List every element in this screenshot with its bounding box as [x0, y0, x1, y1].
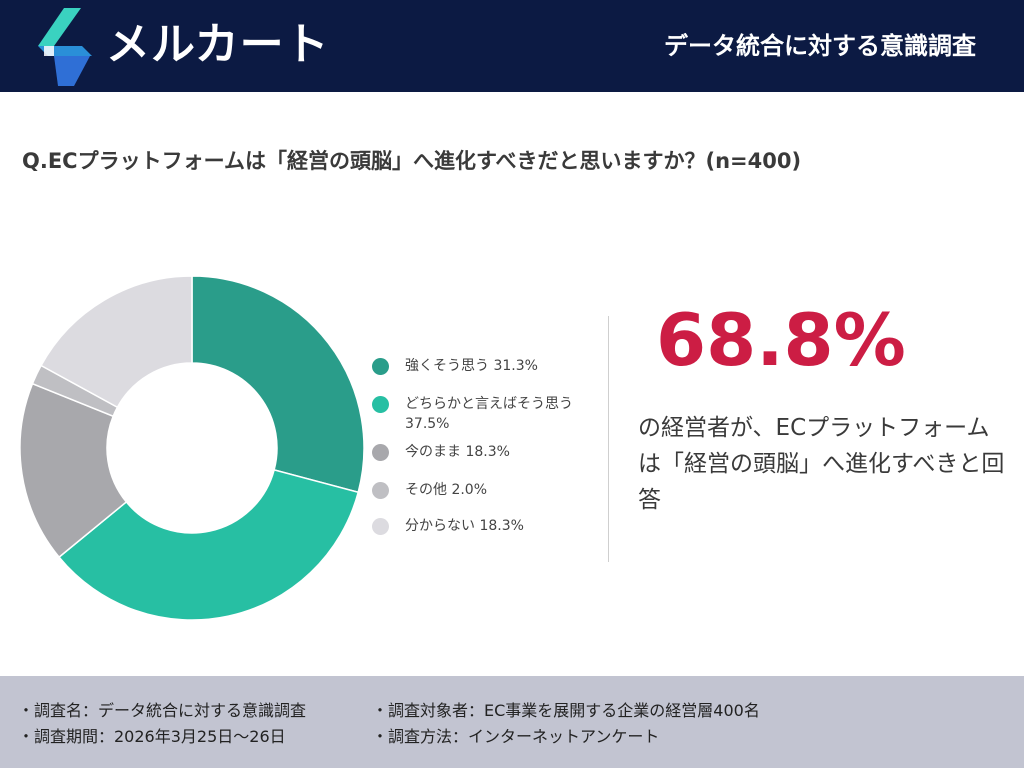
- legend-item-somewhat-agree: どちらかと言えばそう思う 37.5%: [372, 394, 604, 434]
- footer-survey-name: ・調査名：データ統合に対する意識調査: [18, 701, 307, 720]
- brand-logo-icon: [38, 8, 92, 86]
- legend-item-strongly-agree: 強くそう思う 31.3%: [372, 356, 604, 376]
- footer-survey-method: ・調査方法：インターネットアンケート: [372, 727, 660, 746]
- legend-item-other: その他 2.0%: [372, 480, 604, 500]
- donut-chart: [20, 276, 364, 620]
- footer-survey-period: ・調査期間：2026年3月25日〜26日: [18, 727, 286, 746]
- legend-swatch: [372, 358, 389, 375]
- legend-label: 分からない 18.3%: [405, 518, 524, 534]
- legend-label: 強くそう思う 31.3%: [405, 358, 538, 374]
- vertical-divider: [608, 316, 609, 562]
- donut-slice-unknown: [40, 276, 193, 409]
- header-title: データ統合に対する意識調査: [664, 32, 976, 60]
- highlight-percent: 68.8%: [656, 298, 906, 382]
- brand-name: メルカート: [106, 19, 330, 70]
- survey-question: Q.ECプラットフォームは「経営の頭脳」へ進化すべきだと思いますか？(n=400…: [22, 149, 802, 173]
- footer-survey-target: ・調査対象者：EC事業を展開する企業の経営層400名: [372, 701, 760, 720]
- donut-slice-as-is: [20, 382, 128, 559]
- footer-bar: ・調査名：データ統合に対する意識調査 ・調査対象者：EC事業を展開する企業の経営…: [0, 676, 1024, 768]
- legend-item-as-is: 今のまま 18.3%: [372, 442, 604, 462]
- legend-swatch: [372, 518, 389, 535]
- donut-slice-strongly-agree: [191, 276, 364, 494]
- legend-swatch: [372, 396, 389, 413]
- highlight-summary: の経営者が、ECプラットフォームは「経営の頭脳」へ進化すべきと回答: [638, 415, 1005, 513]
- donut-slice-somewhat-agree: [58, 468, 360, 620]
- legend-item-unknown: 分からない 18.3%: [372, 516, 604, 536]
- legend-swatch: [372, 444, 389, 461]
- legend-label: 今のまま 18.3%: [405, 444, 510, 460]
- legend-label: どちらかと言えばそう思う 37.5%: [405, 396, 573, 432]
- legend-label: その他 2.0%: [405, 482, 488, 498]
- header-bar: メルカート データ統合に対する意識調査: [0, 0, 1024, 92]
- legend-swatch: [372, 482, 389, 499]
